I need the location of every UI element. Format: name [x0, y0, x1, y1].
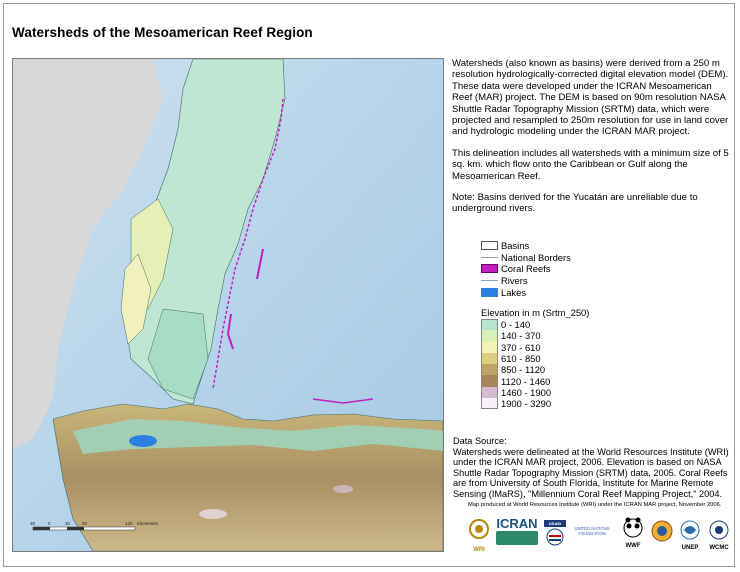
- elevation-class: 0 - 140: [481, 319, 589, 331]
- description: Watersheds (also known as basins) were d…: [452, 58, 734, 225]
- legend-item: Coral Reefs: [481, 263, 571, 275]
- map-legend: Basins National Borders Coral Reefs Rive…: [481, 240, 571, 298]
- lake: [129, 435, 157, 447]
- data-source-text: Watersheds were delineated at the World …: [453, 446, 729, 499]
- usaid-logo: USAID: [544, 520, 566, 552]
- scale-tick: 30: [65, 521, 71, 526]
- lake-swatch: [481, 287, 498, 297]
- basins-swatch: [481, 241, 498, 251]
- scale-tick: 30: [30, 521, 36, 526]
- elevation-legend: Elevation in m (Srtm_250) 0 - 140 140 - …: [481, 307, 590, 410]
- scale-bar: 30 0 30 60 120 Kilometers: [30, 521, 159, 531]
- belize-basins: [147, 308, 209, 400]
- page-frame: [3, 3, 735, 567]
- description-note: Note: Basins derived for the Yucatán are…: [452, 192, 698, 215]
- wwf-logo: WWF: [620, 516, 646, 549]
- wcmc-logo: WCMC: [706, 520, 732, 551]
- elevation-class: 850 - 1120: [481, 364, 589, 376]
- credit-line: Map produced at World Resources Institut…: [468, 502, 722, 508]
- legend-item: Basins: [481, 240, 571, 252]
- scale-tick: 120: [125, 521, 133, 526]
- elevation-class: 140 - 370: [481, 330, 589, 342]
- non-study-land: [13, 59, 163, 449]
- elevation-class: 370 - 610: [481, 341, 589, 353]
- coastal-lowlands: [73, 419, 443, 454]
- scale-tick: 0: [48, 521, 51, 526]
- partner-logos: WRI ICRAN USAID UNITED NATIONS FOUNDATIO…: [462, 516, 734, 554]
- elevation-class: 1460 - 1900: [481, 386, 589, 399]
- peaks-2: [199, 509, 227, 519]
- data-source: Data Source: Watersheds were delineated …: [453, 436, 738, 500]
- data-source-heading: Data Source:: [453, 436, 507, 446]
- bay-islands-reef: [312, 398, 374, 404]
- unep-logo: UNEP: [678, 520, 702, 551]
- seal-logo: [650, 520, 674, 547]
- legend-item: Rivers: [481, 275, 571, 287]
- highland-basin-2: [120, 253, 152, 345]
- river-swatch: [481, 276, 498, 282]
- scale-unit: Kilometers: [137, 521, 159, 526]
- coral-reef-line: [212, 98, 284, 390]
- reef-atoll: [256, 248, 264, 280]
- reef-atoll-2: [226, 313, 234, 350]
- unf-logo: UNITED NATIONS FOUNDATION: [574, 526, 610, 536]
- legend-item: Lakes: [481, 286, 571, 298]
- map-panel[interactable]: 30 0 30 60 120 Kilometers: [12, 58, 444, 552]
- reef-swatch: [481, 264, 498, 274]
- elevation-class: 610 - 850: [481, 352, 589, 365]
- wri-logo: WRI: [466, 518, 492, 553]
- map-canvas[interactable]: 30 0 30 60 120 Kilometers: [13, 59, 443, 551]
- elevation-legend-title: Elevation in m (Srtm_250): [481, 307, 590, 318]
- legend-item: National Borders: [481, 252, 571, 264]
- border-swatch: [481, 253, 498, 258]
- description-paragraph: This delineation includes all watersheds…: [452, 147, 729, 182]
- icran-logo: ICRAN: [496, 516, 538, 545]
- scale-tick: 60: [82, 521, 88, 526]
- elevation-class: 1120 - 1460: [481, 375, 589, 387]
- elevation-class: 1900 - 3290: [481, 398, 589, 410]
- page-title: Watersheds of the Mesoamerican Reef Regi…: [12, 25, 313, 40]
- description-paragraph: Watersheds (also known as basins) were d…: [452, 58, 729, 138]
- peaks: [333, 485, 353, 493]
